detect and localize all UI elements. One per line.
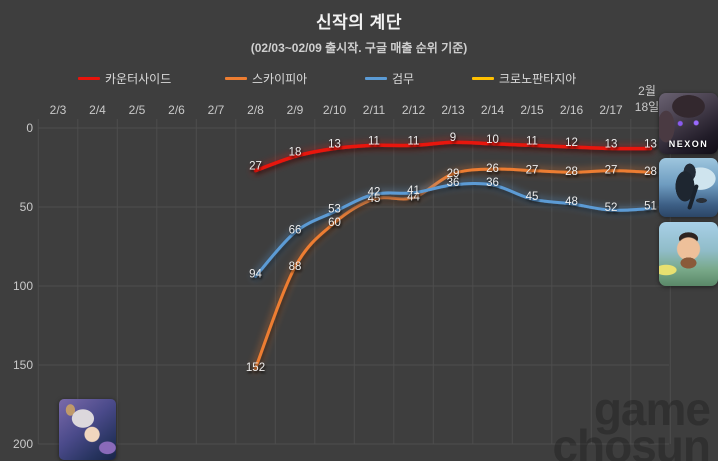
- legend-item-3: 크로노판타지아: [472, 70, 576, 86]
- data-label-series-1: 44: [407, 192, 420, 204]
- chart-subtitle: (02/03~02/09 출시작. 구글 매출 순위 기준): [250, 41, 468, 55]
- legend-item-label: 스카이피아: [252, 71, 308, 86]
- x-axis-tick-label: 2/6: [168, 103, 185, 117]
- x-axis-tick-label: 2/9: [287, 103, 304, 117]
- x-axis-tick-label: 2/3: [50, 103, 67, 117]
- legend-item-label: 크로노판타지아: [499, 71, 577, 86]
- data-label-series-2: 45: [526, 191, 539, 203]
- data-label-series-0: 13: [644, 139, 657, 151]
- x-axis-tick-label: 2/4: [89, 103, 106, 117]
- data-label-series-1: 27: [605, 165, 618, 177]
- x-axis-tick-label: 2/8: [247, 103, 264, 117]
- data-label-series-1: 88: [289, 261, 302, 273]
- legend-item-2: 검무: [365, 70, 414, 86]
- skypia-app-icon: [659, 158, 718, 217]
- legend-swatch-icon: [78, 76, 100, 80]
- y-axis-tick-label: 150: [13, 358, 33, 372]
- y-axis-tick-label: 0: [26, 121, 33, 135]
- x-axis-tick-label: 2/13: [441, 103, 465, 117]
- data-label-series-2: 53: [328, 204, 341, 216]
- x-axis-tick-label: 2/17: [599, 103, 623, 117]
- y-axis-tick-label: 200: [13, 437, 33, 451]
- data-label-series-0: 13: [328, 139, 341, 151]
- data-label-series-1: 27: [526, 165, 539, 177]
- nexon-logo: NEXON: [668, 139, 709, 149]
- data-label-series-0: 18: [289, 146, 302, 158]
- geommu-app-icon: [659, 222, 718, 286]
- series-line-2: [254, 181, 652, 279]
- x-axis-tick-label: 2/7: [208, 103, 225, 117]
- legend-item-1: 스카이피아: [225, 70, 307, 86]
- data-label-series-1: 60: [328, 217, 341, 229]
- page-title: 신작의 계단: [316, 13, 402, 32]
- series-line-0: [253, 140, 653, 173]
- counterside-app-icon: NEXON: [659, 93, 718, 154]
- watermark-line1: game: [593, 383, 711, 435]
- y-axis-tick-label: 100: [13, 279, 33, 293]
- x-axis-tick-label: 2/14: [481, 103, 505, 117]
- data-label-series-1: 26: [486, 163, 499, 175]
- data-label-series-2: 48: [565, 196, 578, 208]
- data-label-series-1: 45: [368, 193, 381, 205]
- data-label-series-2: 41: [407, 185, 420, 197]
- x-axis-tick-label: 18일: [635, 100, 659, 114]
- x-axis-tick-label: 2/12: [402, 103, 426, 117]
- data-label-series-2: 42: [368, 186, 381, 198]
- legend-item-label: 카운터사이드: [105, 71, 172, 86]
- legend-item-0: 카운터사이드: [78, 70, 171, 86]
- x-axis-tick-label: 2/16: [560, 103, 584, 117]
- chronofantasia-character-image: [59, 399, 116, 460]
- data-label-series-0: 13: [605, 139, 618, 151]
- data-label-series-0: 12: [565, 137, 578, 149]
- data-label-series-0: 9: [450, 132, 456, 144]
- data-label-series-2: 36: [486, 177, 499, 189]
- x-axis-tick-label: 2/15: [520, 103, 544, 117]
- data-label-series-1: 28: [565, 166, 578, 178]
- legend-swatch-icon: [472, 76, 494, 80]
- data-label-series-0: 11: [408, 135, 420, 147]
- data-label-series-0: 27: [249, 161, 262, 173]
- x-axis-tick-label: 2/11: [363, 103, 386, 117]
- gamechosun-watermark: game chosun: [552, 383, 711, 461]
- data-label-series-1: 28: [644, 166, 657, 178]
- legend-item-label: 검무: [392, 71, 415, 86]
- data-label-series-2: 52: [605, 202, 618, 214]
- data-label-series-0: 10: [486, 134, 499, 146]
- x-axis-tick-label: 2월: [638, 84, 656, 98]
- data-label-series-1: 29: [447, 168, 460, 180]
- legend-swatch-icon: [365, 76, 387, 80]
- x-axis-tick-label: 2/5: [129, 103, 146, 117]
- data-label-series-0: 11: [368, 135, 380, 147]
- watermark-line2: chosun: [552, 420, 711, 461]
- y-axis-tick-label: 50: [20, 200, 34, 214]
- data-label-series-1: 152: [246, 362, 265, 374]
- data-label-series-2: 51: [644, 201, 657, 213]
- data-label-series-0: 11: [526, 135, 538, 147]
- data-label-series-2: 94: [249, 269, 262, 281]
- data-label-series-2: 36: [447, 177, 460, 189]
- legend-swatch-icon: [225, 76, 247, 80]
- data-label-series-2: 66: [289, 224, 302, 236]
- series-line-1: [254, 167, 652, 370]
- x-axis-tick-label: 2/10: [323, 103, 347, 117]
